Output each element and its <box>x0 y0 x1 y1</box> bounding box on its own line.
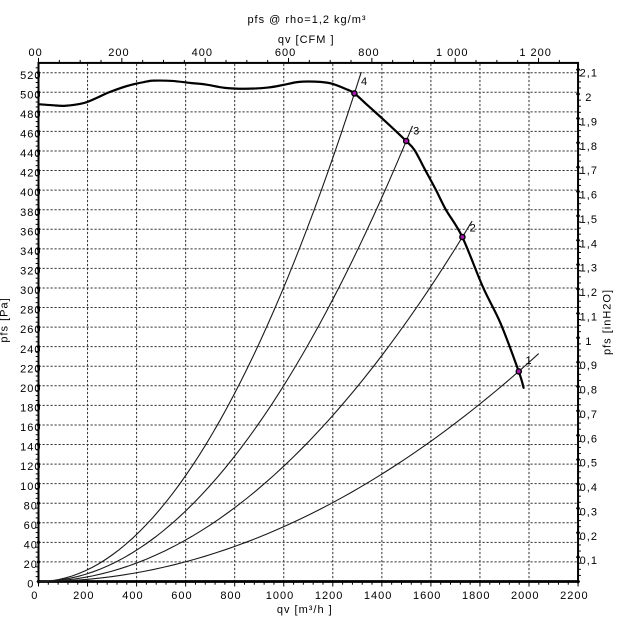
svg-text:100: 100 <box>20 481 41 493</box>
svg-text:1 000: 1 000 <box>436 47 469 59</box>
svg-text:160: 160 <box>20 422 41 434</box>
svg-text:0,9: 0,9 <box>580 360 598 372</box>
svg-text:1,5: 1,5 <box>580 214 598 226</box>
svg-text:320: 320 <box>20 265 41 277</box>
svg-text:380: 380 <box>20 207 41 219</box>
svg-text:420: 420 <box>20 168 41 180</box>
svg-text:200: 200 <box>73 590 94 602</box>
svg-text:qv [CFM ]: qv [CFM ] <box>278 34 335 46</box>
svg-text:240: 240 <box>20 344 41 356</box>
svg-text:qv [m³/h ]: qv [m³/h ] <box>277 604 333 616</box>
svg-text:1,3: 1,3 <box>580 263 598 275</box>
svg-text:1000: 1000 <box>266 590 294 602</box>
svg-text:1,7: 1,7 <box>580 165 598 177</box>
svg-text:400: 400 <box>20 187 41 199</box>
svg-text:1 200: 1 200 <box>519 47 552 59</box>
svg-text:00: 00 <box>28 47 42 59</box>
svg-text:0,2: 0,2 <box>580 531 598 543</box>
svg-text:pfs [inH2O]: pfs [inH2O] <box>602 289 614 355</box>
svg-text:2200: 2200 <box>560 590 588 602</box>
svg-text:440: 440 <box>20 148 41 160</box>
svg-text:2: 2 <box>585 92 592 104</box>
svg-text:340: 340 <box>20 246 41 258</box>
svg-text:20: 20 <box>24 559 38 571</box>
svg-text:400: 400 <box>192 47 213 59</box>
svg-text:1800: 1800 <box>462 590 490 602</box>
svg-text:0,8: 0,8 <box>580 385 598 397</box>
svg-text:0,5: 0,5 <box>580 458 598 470</box>
svg-text:80: 80 <box>24 500 38 512</box>
svg-text:180: 180 <box>20 402 41 414</box>
svg-text:2000: 2000 <box>511 590 539 602</box>
svg-text:40: 40 <box>24 539 38 551</box>
svg-text:200: 200 <box>108 47 129 59</box>
svg-text:pfs @ rho=1,2 kg/m³: pfs @ rho=1,2 kg/m³ <box>247 14 366 26</box>
svg-text:pfs [Pa]: pfs [Pa] <box>0 297 11 342</box>
svg-text:480: 480 <box>20 109 41 121</box>
svg-text:1,9: 1,9 <box>580 116 598 128</box>
svg-text:360: 360 <box>20 226 41 238</box>
svg-text:0: 0 <box>27 579 34 591</box>
svg-text:400: 400 <box>122 590 143 602</box>
svg-text:460: 460 <box>20 129 41 141</box>
svg-text:600: 600 <box>171 590 192 602</box>
svg-text:0,6: 0,6 <box>580 433 598 445</box>
svg-text:1,6: 1,6 <box>580 190 598 202</box>
svg-text:120: 120 <box>20 461 41 473</box>
svg-text:280: 280 <box>20 305 41 317</box>
svg-text:0: 0 <box>31 590 38 602</box>
svg-text:2,1: 2,1 <box>580 68 598 80</box>
svg-text:500: 500 <box>20 89 41 101</box>
svg-text:1: 1 <box>525 355 531 367</box>
svg-text:2: 2 <box>470 222 476 234</box>
svg-text:140: 140 <box>20 442 41 454</box>
svg-text:4: 4 <box>361 76 367 88</box>
svg-text:200: 200 <box>20 383 41 395</box>
svg-text:60: 60 <box>24 520 38 532</box>
svg-text:1: 1 <box>585 336 592 348</box>
svg-text:600: 600 <box>275 47 296 59</box>
svg-text:1400: 1400 <box>364 590 392 602</box>
svg-text:1,8: 1,8 <box>580 141 598 153</box>
svg-text:0,3: 0,3 <box>580 506 598 518</box>
svg-text:800: 800 <box>220 590 241 602</box>
svg-text:1200: 1200 <box>315 590 343 602</box>
svg-text:1,2: 1,2 <box>580 287 598 299</box>
svg-text:3: 3 <box>413 125 419 137</box>
svg-text:800: 800 <box>358 47 379 59</box>
svg-text:220: 220 <box>20 363 41 375</box>
svg-text:0,1: 0,1 <box>580 555 598 567</box>
svg-text:1,1: 1,1 <box>580 311 598 323</box>
svg-text:260: 260 <box>20 324 41 336</box>
svg-text:300: 300 <box>20 285 41 297</box>
svg-text:0,7: 0,7 <box>580 409 598 421</box>
svg-text:1600: 1600 <box>413 590 441 602</box>
svg-text:0,4: 0,4 <box>580 482 598 494</box>
svg-text:1,4: 1,4 <box>580 238 598 250</box>
svg-text:520: 520 <box>20 70 41 82</box>
